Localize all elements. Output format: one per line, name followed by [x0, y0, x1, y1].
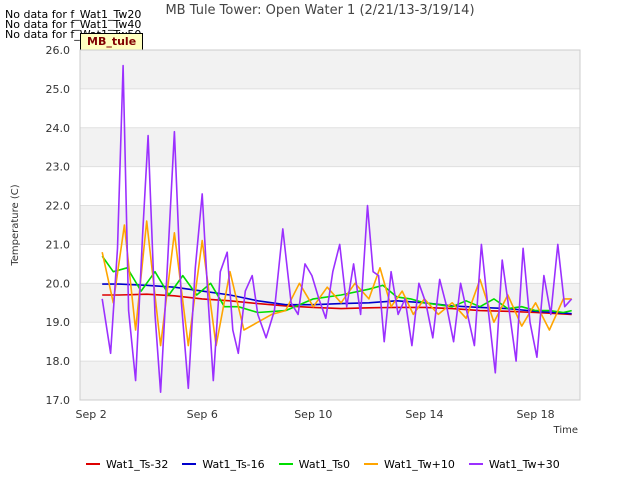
- y-tick-label: 22.0: [46, 200, 71, 213]
- series-line-Wat1_Ts0: [101, 255, 572, 314]
- x-axis-label: Time: [553, 425, 578, 436]
- legend-swatch: [468, 463, 483, 465]
- series-line-Wat1_Tw+10: [101, 220, 572, 347]
- x-tick-label: Sep 10: [294, 408, 332, 421]
- x-tick-label: Sep 6: [187, 408, 218, 421]
- legend: Wat1_Ts-32 Wat1_Ts-16 Wat1_Ts0 Wat1_Tw+10 Wa…: [86, 455, 574, 471]
- plot-frame: [79, 49, 581, 401]
- series-layer: [101, 64, 573, 394]
- grid-band: [80, 88, 580, 128]
- series-line-Wat1_Tw+30: [101, 64, 573, 394]
- legend-swatch: [182, 463, 197, 465]
- legend-swatch: [86, 463, 100, 465]
- legend-label: Wat1_Ts-16: [202, 457, 265, 471]
- legend-item: Wat1_Tw+10: [364, 458, 455, 471]
- legend-label: Wat1_Ts0: [298, 457, 351, 471]
- grid-band: [80, 205, 580, 245]
- grid-band: [80, 244, 580, 284]
- y-tick-label: 26.0: [46, 44, 71, 57]
- legend-swatch: [364, 463, 379, 465]
- grid-bands: [80, 50, 580, 401]
- grid-band: [80, 127, 580, 167]
- y-tick-label: 23.0: [46, 161, 71, 174]
- y-tick-label: 24.0: [46, 122, 71, 135]
- y-axis-ticks: 17.0 18.0 19.0 20.0 21.0 22.0 23.0 24.0 25.0 26.0: [46, 44, 71, 407]
- no-data-message-1: No data for f_Wat1_Tw20: [5, 8, 142, 21]
- site-tag: MB_tule: [80, 33, 144, 51]
- y-axis-label: Temperature (C): [10, 184, 21, 266]
- legend-item: Wat1_Ts0: [278, 457, 351, 471]
- grid-band: [80, 50, 580, 89]
- y-tick-label: 17.0: [46, 394, 71, 407]
- x-tick-label: Sep 18: [516, 408, 554, 421]
- y-tick-label: 19.0: [46, 316, 71, 329]
- x-axis-ticks: Sep 2 Sep 6 Sep 10 Sep 14 Sep 18: [75, 408, 554, 421]
- legend-label: Wat1_Ts-32: [106, 457, 169, 471]
- legend-label: Wat1_Tw+10: [384, 457, 455, 471]
- legend-label: Wat1_Tw+30: [488, 457, 560, 471]
- legend-item: Wat1_Tw+30: [468, 457, 560, 471]
- grid-band: [80, 166, 580, 206]
- chart-title: MB Tule Tower: Open Water 1 (2/21/13-3/1…: [165, 3, 475, 18]
- grid-band: [80, 361, 580, 400]
- legend-item: Wat1_Ts-16: [182, 457, 265, 471]
- y-tick-label: 20.0: [46, 277, 71, 290]
- legend-item: Wat1_Ts-32: [86, 458, 168, 471]
- legend-swatch: [278, 463, 293, 465]
- x-tick-label: Sep 2: [75, 408, 106, 421]
- y-tick-label: 18.0: [46, 355, 71, 368]
- y-tick-label: 25.0: [46, 83, 71, 96]
- grid-band: [80, 322, 580, 362]
- y-tick-label: 21.0: [46, 238, 71, 251]
- x-tick-label: Sep 14: [405, 408, 443, 421]
- no-data-message-2: No data for f_Wat1_Tw40: [5, 18, 142, 31]
